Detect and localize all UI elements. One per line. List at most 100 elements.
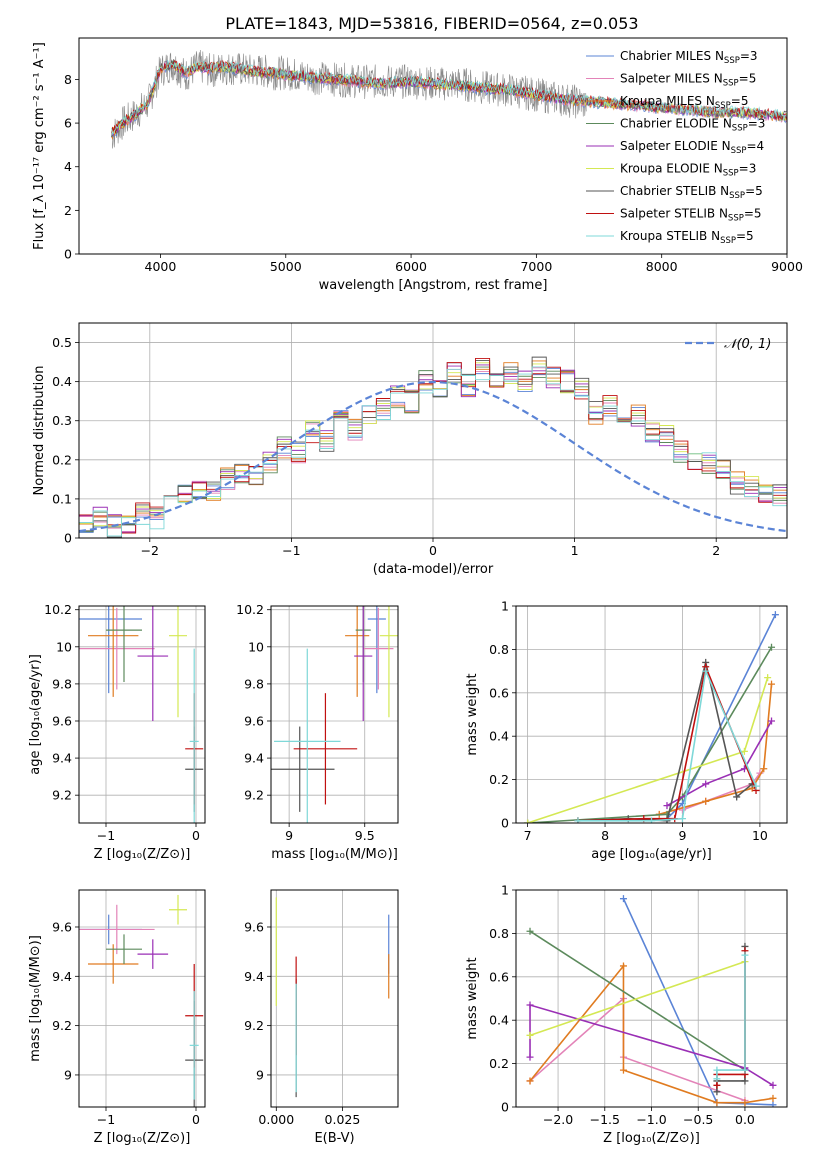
errorbar-chabrier_miles — [367, 606, 386, 694]
errorbar-kroupa_elodie — [169, 894, 187, 925]
y-tick-label: 0.4 — [52, 374, 72, 389]
weight-marker-kroupa_stelib — [702, 667, 710, 675]
weight-marker-kroupa_stelib — [741, 1066, 749, 1074]
plot-area-weight_vs_age — [524, 611, 779, 823]
model-spectrum-kroupa_stelib — [111, 59, 787, 136]
errorbar-salpeter_stelib — [293, 693, 358, 805]
y-tick-label: 0 — [64, 531, 72, 546]
y-tick-label: 0.3 — [52, 413, 72, 428]
panel-residuals: −2 −1 0 1 2 0 0.1 0.2 0.3 0.4 0.5 (data-model)/erro… — [32, 322, 788, 577]
x-tick-label: 1 — [571, 543, 579, 558]
x-tick-label: 9 — [285, 828, 293, 843]
weight-marker-kroupa_miles — [741, 1099, 749, 1107]
axes-frame — [515, 605, 788, 824]
y-axis-label: Normed distribution — [32, 366, 47, 496]
histogram-kroupa_elodie — [79, 362, 787, 527]
x-axis-label: mass [log₁₀(M/M⊙)] — [271, 847, 398, 862]
panel-age_vs_z: −1 0 9.2 9.4 9.6 9.8 10 10.2 Z [log₁₀(Z/Z⊙)] age … — [28, 602, 206, 862]
normal-reference-curve — [79, 380, 787, 533]
weight-marker-kroupa_miles — [768, 680, 776, 688]
plot-area-mass_vs_z — [79, 894, 204, 1107]
legend-label-salpeter_elodie: Salpeter ELODIE NSSP=4 — [620, 139, 764, 156]
y-axis-label: mass [log₁₀(M/M⊙)] — [28, 935, 43, 1062]
y-tick-label: 0 — [501, 1100, 509, 1115]
x-axis-label: wavelength [Angstrom, rest frame] — [319, 278, 548, 293]
x-tick-label: −1 — [97, 1112, 115, 1127]
x-tick-label: 8 — [601, 828, 609, 843]
x-tick-label: −2 — [141, 543, 159, 558]
x-tick-label: 10 — [752, 828, 768, 843]
weight-marker-kroupa_miles — [619, 1066, 627, 1074]
weight-line-salpeter_elodie — [529, 1003, 774, 1086]
weight-marker-salpeter_elodie — [769, 1081, 777, 1089]
errorbar-salpeter_elodie — [137, 939, 169, 969]
plot-area-mass_vs_ebv — [275, 897, 390, 1098]
panel-mass_vs_ebv: 0.000 0.025 9 9.2 9.4 9.6 E(B-V) — [244, 889, 399, 1146]
weight-marker-salpeter_elodie — [663, 802, 671, 810]
y-tick-label: 0 — [501, 816, 509, 831]
plot-area-age_vs_mass — [271, 606, 398, 823]
y-tick-label: 4 — [64, 159, 72, 174]
errorbar-kroupa_stelib — [189, 991, 199, 1100]
weight-marker-kroupa_elodie — [524, 819, 532, 823]
legend-label-chabrier_miles: Chabrier MILES NSSP=3 — [620, 49, 758, 66]
x-tick-label: 0 — [192, 828, 200, 843]
y-tick-label: 0 — [64, 247, 72, 262]
x-axis-label: Z [log₁₀(Z/Z⊙)] — [94, 847, 191, 862]
panel-mass_vs_z: −1 0 9 9.2 9.4 9.6 Z [log₁₀(Z/Z⊙)] mass [log₁₀(… — [28, 889, 206, 1146]
weight-marker-kroupa_stelib — [574, 817, 582, 823]
x-tick-label: 4000 — [145, 259, 177, 274]
x-tick-label: −1 — [97, 828, 115, 843]
y-tick-label: 0.4 — [489, 1013, 509, 1028]
legend: 𝒩(0, 1) — [685, 337, 771, 352]
legend-label-salpeter_stelib: Salpeter STELIB NSSP=5 — [620, 207, 762, 224]
errorbar-salpeter_miles — [79, 904, 155, 955]
weight-marker-kroupa_stelib — [752, 782, 760, 790]
errorbar-salpeter_miles — [79, 607, 155, 690]
histogram-salpeter_stelib — [79, 357, 787, 534]
axes-frame — [78, 889, 206, 1108]
y-tick-label: 2 — [64, 203, 72, 218]
figure-title: PLATE=1843, MJD=53816, FIBERID=0564, z=0… — [225, 14, 638, 33]
weight-marker-kroupa_miles — [713, 1099, 721, 1107]
weight-marker-chabrier_stelib — [733, 793, 741, 801]
plot-area-weight_vs_z — [526, 895, 777, 1107]
x-axis-label: Z [log₁₀(Z/Z⊙)] — [94, 1131, 191, 1146]
weight-line-kroupa_miles — [529, 963, 774, 1104]
histogram-salpeter_miles — [79, 367, 787, 532]
x-axis-label: age [log₁₀(age/yr)] — [591, 847, 712, 862]
histogram-chabrier_elodie — [79, 366, 787, 533]
panel-weight_vs_age: 7 8 9 10 0 0.2 0.4 0.6 0.8 1 age [log₁₀(age/yr)] ma… — [465, 599, 788, 862]
y-tick-label: 0.8 — [489, 926, 509, 941]
panel-spectrum: 4000 5000 6000 7000 8000 9000 0 2 4 6 8 wavelength … — [32, 37, 803, 293]
x-tick-label: 7000 — [520, 259, 552, 274]
y-tick-label: 9.6 — [52, 713, 72, 728]
y-tick-label: 9 — [64, 1067, 72, 1082]
y-tick-label: 10.2 — [236, 602, 264, 617]
weight-marker-salpeter_elodie — [702, 780, 710, 788]
y-tick-label: 0.2 — [489, 772, 509, 787]
weight-marker-chabrier_elodie — [526, 927, 534, 935]
x-tick-label: 6000 — [395, 259, 427, 274]
errorbar-kroupa_stelib — [189, 648, 199, 823]
y-tick-label: 9.2 — [52, 1018, 72, 1033]
x-axis-label: E(B-V) — [314, 1131, 354, 1146]
y-tick-label: 10 — [248, 639, 264, 654]
y-axis-label: mass weight — [465, 673, 480, 755]
legend-label-normal: 𝒩(0, 1) — [724, 337, 771, 352]
errorbar-kroupa_elodie — [379, 606, 398, 718]
weight-line-salpeter_miles — [682, 772, 761, 811]
y-tick-label: 9.4 — [52, 751, 72, 766]
x-tick-label: −0.5 — [683, 1112, 713, 1127]
y-tick-label: 9.8 — [244, 676, 264, 691]
y-tick-label: 9.6 — [244, 713, 264, 728]
axes-frame — [270, 605, 399, 824]
errorbar-kroupa_miles — [88, 944, 139, 984]
y-axis-label: Flux [f_λ 10⁻¹⁷ erg cm⁻² s⁻¹ A⁻¹] — [32, 42, 47, 250]
plot-area-spectrum — [111, 50, 787, 149]
x-tick-label: 5000 — [270, 259, 302, 274]
y-tick-label: 8 — [64, 72, 72, 87]
y-tick-label: 9.2 — [244, 1018, 264, 1033]
y-axis-label: age [log₁₀(age/yr)] — [28, 654, 43, 775]
y-tick-label: 9.2 — [52, 788, 72, 803]
